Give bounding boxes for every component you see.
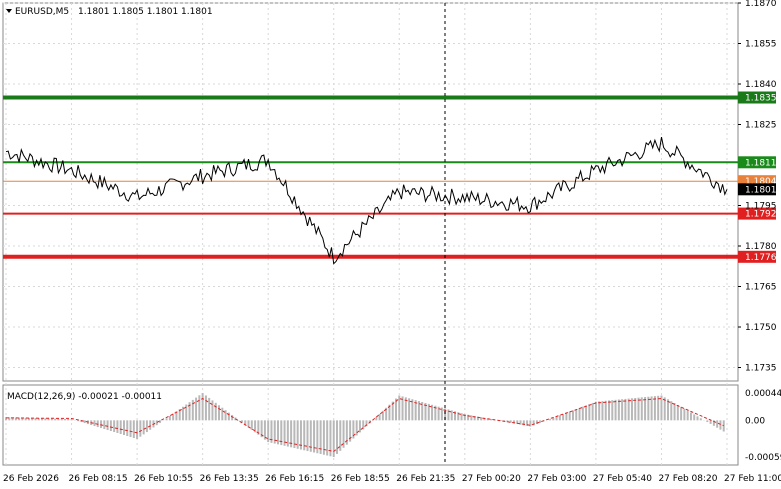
time-tick-label: 26 Feb 18:55	[331, 474, 390, 484]
macd-label: MACD(12,26,9) -0.00021 -0.00011	[7, 392, 162, 402]
time-tick-label: 27 Feb 08:20	[658, 474, 717, 484]
time-tick-label: 26 Feb 10:55	[134, 474, 193, 484]
macd-axis-label: 0.00	[745, 416, 765, 426]
price-tick-label: 1.1795	[745, 202, 777, 212]
price-tick-label: 1.1840	[745, 80, 777, 90]
macd-panel	[2, 384, 739, 466]
level-badge-label: 1.1801	[745, 185, 777, 195]
time-tick-label: 27 Feb 05:40	[593, 474, 652, 484]
level-badge-resistance	[738, 156, 776, 169]
price-tick-label: 1.1825	[745, 121, 777, 131]
time-tick-label: 27 Feb 03:00	[527, 474, 586, 484]
level-badge-label: 1.1811	[745, 158, 777, 168]
level-badge-support-strong	[738, 250, 776, 263]
level-badge-resistance-strong	[738, 91, 776, 104]
symbol-label: EURUSD,M5	[15, 7, 69, 17]
time-tick-label: 27 Feb 11:00	[724, 474, 781, 484]
price-tick-label: 1.1780	[745, 242, 777, 252]
price-tick-label: 1.1735	[745, 364, 777, 374]
macd-signal-line	[6, 398, 724, 452]
level-badge-label: 1.1835	[745, 94, 777, 104]
dropdown-icon[interactable]	[6, 9, 12, 13]
time-tick-label: 26 Feb 21:35	[396, 474, 455, 484]
time-tick-label: 27 Feb 00:20	[462, 474, 521, 484]
price-tick-label: 1.1750	[745, 323, 777, 333]
macd-axis-label: 0.00044	[745, 389, 781, 399]
macd-axis-label: -0.00059	[745, 453, 781, 463]
price-tick-label: 1.1870	[745, 0, 777, 9]
level-badge-label: 1.1804	[745, 177, 777, 187]
price-panel	[2, 2, 739, 382]
time-tick-label: 26 Feb 08:15	[69, 474, 128, 484]
price-tick-label: 1.1855	[745, 40, 777, 50]
price-tick-label: 1.1765	[745, 283, 777, 293]
time-tick-label: 26 Feb 2026	[3, 474, 59, 484]
level-badge-bid	[738, 183, 776, 196]
level-badge-support	[738, 207, 776, 220]
time-tick-label: 26 Feb 13:35	[200, 474, 259, 484]
level-badge-label: 1.1792	[745, 210, 777, 220]
level-badge-label: 1.1776	[745, 253, 777, 263]
ohlc-label: 1.1801 1.1805 1.1801 1.1801	[78, 7, 213, 17]
price-series-line	[5, 137, 728, 265]
time-tick-label: 26 Feb 16:15	[265, 474, 324, 484]
